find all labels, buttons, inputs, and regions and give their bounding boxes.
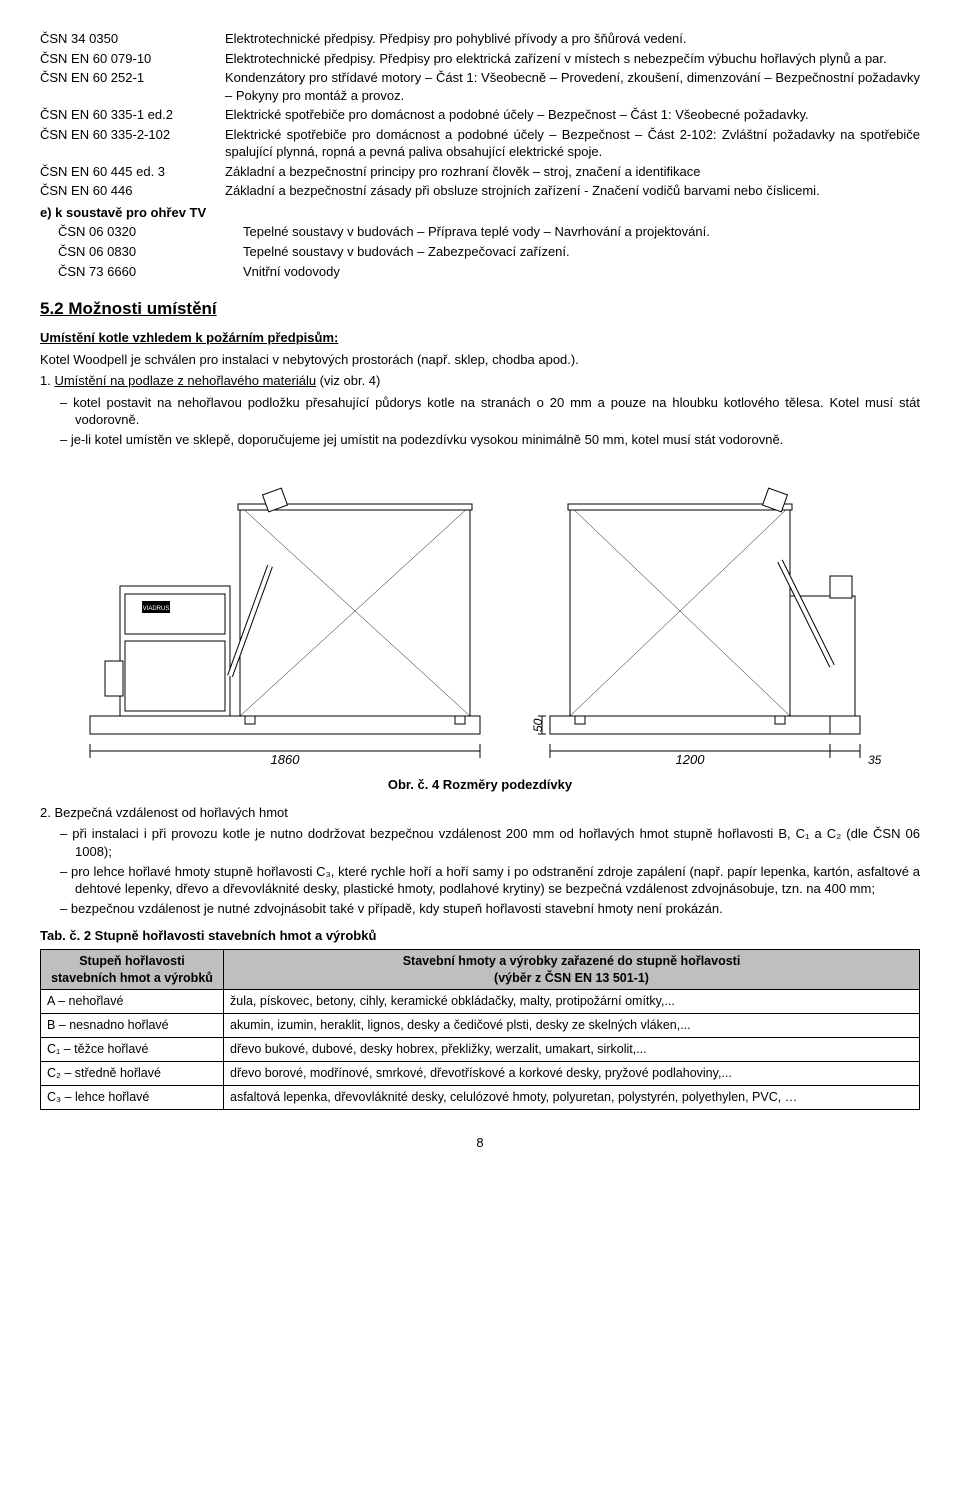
flam-desc: akumin, izumin, heraklit, lignos, desky … [224, 1014, 920, 1038]
flam-code: C₂ – středně hořlavé [41, 1062, 224, 1086]
bullet: při instalaci i při provozu kotle je nut… [60, 825, 920, 860]
norm-desc: Kondenzátory pro střídavé motory – Část … [225, 69, 920, 104]
flam-code: C₃ – lehce hořlavé [41, 1085, 224, 1109]
item2-title: 2. Bezpečná vzdálenost od hořlavých hmot [40, 804, 920, 822]
item1-title-text: Umístění na podlaze z nehořlavého materi… [54, 373, 316, 388]
dim-w2: 1200 [676, 752, 706, 766]
bullet: bezpečnou vzdálenost je nutné zdvojnásob… [60, 900, 920, 918]
item2-bullets: při instalaci i při provozu kotle je nut… [40, 825, 920, 917]
figure-caption: Obr. č. 4 Rozměry podezdívky [40, 776, 920, 794]
bullet: kotel postavit na nehořlavou podložku př… [60, 394, 920, 429]
flam-desc: dřevo bukové, dubové, desky hobrex, přek… [224, 1038, 920, 1062]
item1-title: 1. Umístění na podlaze z nehořlavého mat… [40, 372, 920, 390]
norm-row: ČSN EN 60 446Základní a bezpečnostní zás… [40, 182, 920, 200]
item1-bullets: kotel postavit na nehořlavou podložku př… [40, 394, 920, 449]
norms-list-e: ČSN 06 0320Tepelné soustavy v budovách –… [40, 223, 920, 280]
norm-desc: Elektrotechnické předpisy. Předpisy pro … [225, 30, 920, 48]
norm-code: ČSN EN 60 445 ed. 3 [40, 163, 225, 181]
norm-code: ČSN EN 60 335-1 ed.2 [40, 106, 225, 124]
norm-desc: Elektrické spotřebiče pro domácnost a po… [225, 106, 920, 124]
flam-desc: žula, pískovec, betony, cihly, keramické… [224, 990, 920, 1014]
table-title: Tab. č. 2 Stupně hořlavosti stavebních h… [40, 927, 920, 945]
bullet: je-li kotel umístěn ve sklepě, doporučuj… [60, 431, 920, 449]
section-heading: 5.2 Možnosti umístění [40, 298, 920, 321]
norm-desc: Vnitřní vodovody [243, 263, 920, 281]
norm-row: ČSN EN 60 079-10Elektrotechnické předpis… [40, 50, 920, 68]
th-materials-text: Stavební hmoty a výrobky zařazené do stu… [403, 954, 741, 985]
section-e-title: e) k soustavě pro ohřev TV [40, 204, 920, 222]
norm-row: ČSN EN 60 335-1 ed.2Elektrické spotřebič… [40, 106, 920, 124]
norm-code: ČSN EN 60 335-2-102 [40, 126, 225, 161]
placement-subtitle: Umístění kotle vzhledem k požárním předp… [40, 329, 920, 347]
norm-code: ČSN 06 0320 [40, 223, 243, 241]
dim-h: 50 [531, 719, 545, 733]
norm-code: ČSN 73 6660 [40, 263, 243, 281]
flammability-table: Stupeň hořlavosti stavebních hmot a výro… [40, 949, 920, 1110]
norm-row: ČSN 34 0350Elektrotechnické předpisy. Př… [40, 30, 920, 48]
norm-code: ČSN EN 60 252-1 [40, 69, 225, 104]
flam-code: B – nesnadno hořlavé [41, 1014, 224, 1038]
norm-row: ČSN EN 60 335-2-102Elektrické spotřebiče… [40, 126, 920, 161]
norm-code: ČSN 06 0830 [40, 243, 243, 261]
norm-desc: Elektrické spotřebiče pro domácnost a po… [225, 126, 920, 161]
norm-row: ČSN 06 0320Tepelné soustavy v budovách –… [40, 223, 920, 241]
norms-list-a: ČSN 34 0350Elektrotechnické předpisy. Př… [40, 30, 920, 200]
norm-desc: Elektrotechnické předpisy. Předpisy pro … [225, 50, 920, 68]
dim-w3: 35 [868, 753, 882, 766]
flam-code: A – nehořlavé [41, 990, 224, 1014]
figure-side: 50 1200 35 [530, 466, 890, 766]
figure-front: VIADRUS 1860 [70, 466, 500, 766]
svg-text:VIADRUS: VIADRUS [143, 606, 170, 612]
dim-w1: 1860 [271, 752, 301, 766]
bullet: pro lehce hořlavé hmoty stupně hořlavost… [60, 863, 920, 898]
norm-code: ČSN 34 0350 [40, 30, 225, 48]
flam-desc: dřevo borové, modřínové, smrkové, dřevot… [224, 1062, 920, 1086]
norm-desc: Základní a bezpečnostní zásady při obslu… [225, 182, 920, 200]
intro-paragraph: Kotel Woodpell je schválen pro instalaci… [40, 351, 920, 369]
norm-row: ČSN EN 60 445 ed. 3Základní a bezpečnost… [40, 163, 920, 181]
figure-row: VIADRUS 1860 [40, 466, 920, 766]
norm-row: ČSN EN 60 252-1Kondenzátory pro střídavé… [40, 69, 920, 104]
norm-code: ČSN EN 60 446 [40, 182, 225, 200]
norm-row: ČSN 73 6660Vnitřní vodovody [40, 263, 920, 281]
norm-desc: Tepelné soustavy v budovách – Zabezpečov… [243, 243, 920, 261]
norm-desc: Základní a bezpečnostní principy pro roz… [225, 163, 920, 181]
page-number: 8 [40, 1134, 920, 1152]
norm-code: ČSN EN 60 079-10 [40, 50, 225, 68]
norm-desc: Tepelné soustavy v budovách – Příprava t… [243, 223, 920, 241]
norm-row: ČSN 06 0830Tepelné soustavy v budovách –… [40, 243, 920, 261]
th-materials: Stavební hmoty a výrobky zařazené do stu… [224, 949, 920, 990]
th-degree: Stupeň hořlavosti stavebních hmot a výro… [41, 949, 224, 990]
flam-desc: asfaltová lepenka, dřevovláknité desky, … [224, 1085, 920, 1109]
flam-code: C₁ – těžce hořlavé [41, 1038, 224, 1062]
